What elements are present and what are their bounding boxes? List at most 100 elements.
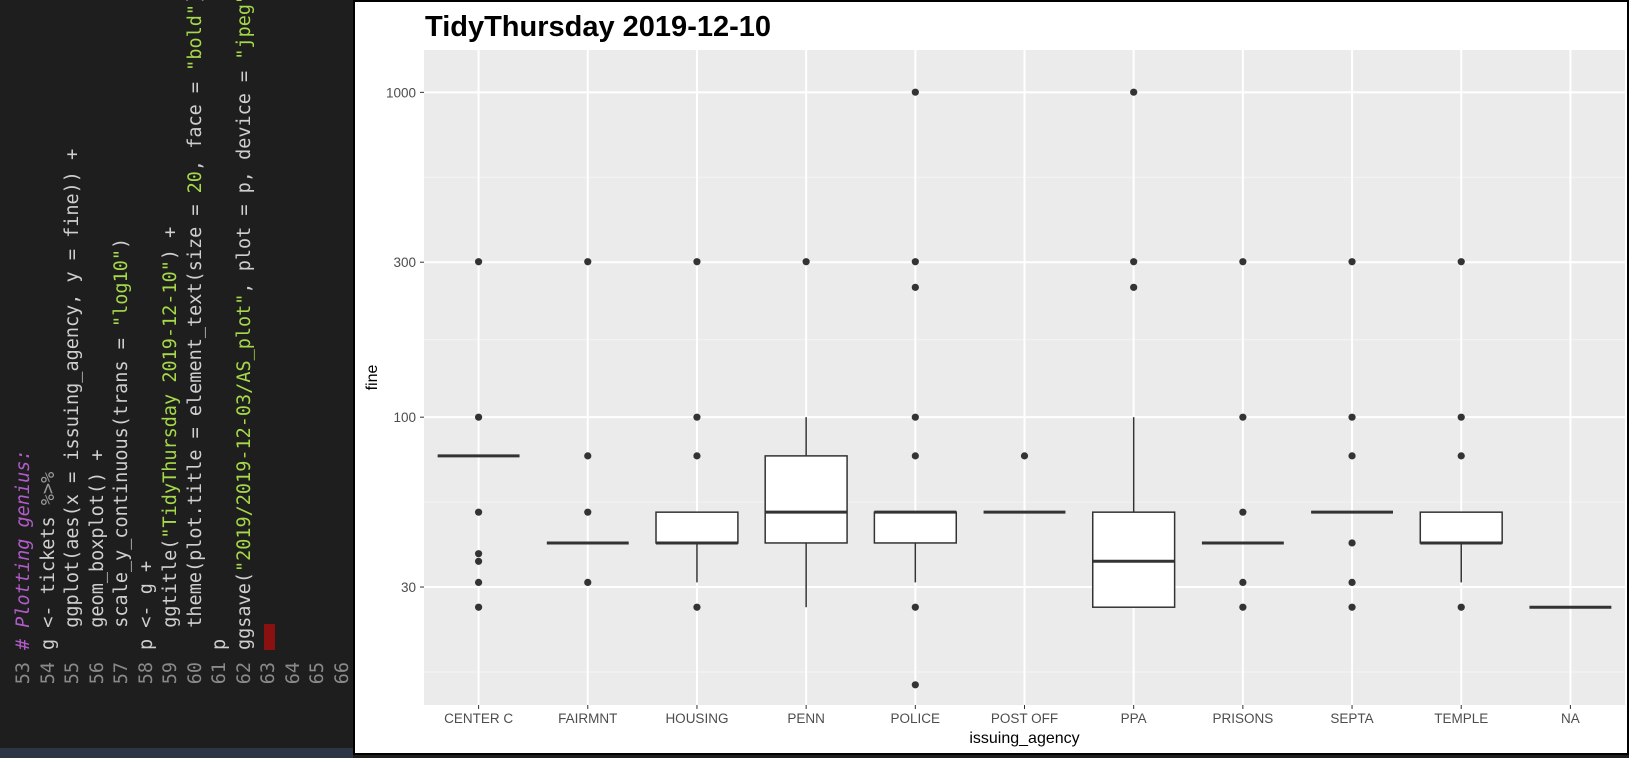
box-police — [873, 88, 958, 689]
code-token: , face = — [184, 70, 206, 172]
x-axis-label: issuing_agency — [969, 730, 1079, 747]
code-line[interactable]: 58 p <- g + — [135, 0, 159, 684]
code-token: ggtitle( — [160, 538, 181, 650]
code-lines: 53 # Plotting genius: 54 g <- tickets %>% 55… — [0, 0, 353, 708]
code-line[interactable]: 56 geom_boxplot() + — [86, 0, 110, 685]
line-number: 56 — [86, 662, 108, 685]
line-number: 63 — [258, 662, 279, 685]
code-token: p — [209, 638, 230, 650]
code-line[interactable]: 61 p — [208, 0, 232, 684]
outlier-point — [474, 258, 483, 266]
line-number: 57 — [111, 662, 132, 685]
x-tick-label: POST OFF — [991, 711, 1058, 726]
code-token: theme(plot.title = element_text(size = — [184, 193, 206, 650]
y-tick-label: 1000 — [386, 85, 416, 100]
x-tick-label: POLICE — [891, 711, 941, 726]
code-line[interactable]: 60 theme(plot.title = element_text(size … — [184, 0, 208, 684]
outlier-point — [911, 258, 919, 266]
code-line[interactable]: 64 — [282, 0, 306, 684]
code-line[interactable]: 62 ggsave("2019/2019-12-03/AS_plot", plot… — [233, 0, 257, 684]
outlier-point — [1348, 452, 1356, 460]
code-line[interactable]: 66 — [331, 0, 354, 684]
editor-status-strip — [0, 748, 353, 758]
outlier-point — [802, 258, 810, 266]
box-center-c — [437, 258, 520, 611]
code-token: )) — [185, 0, 206, 4]
outlier-point — [474, 557, 483, 565]
outlier-point — [1457, 603, 1465, 611]
outlier-point — [1457, 413, 1465, 421]
outlier-point — [693, 603, 701, 611]
outlier-point — [474, 578, 483, 587]
code-token: "2019/2019-12-03/AS_plot" — [233, 293, 255, 573]
outlier-point — [693, 452, 701, 460]
code-token: "bold" — [184, 3, 206, 71]
y-axis-label: fine — [364, 365, 381, 391]
outlier-point — [693, 413, 701, 421]
box-ppa — [1091, 88, 1176, 608]
code-line[interactable]: 59 ggtitle("TidyThursday 2019-12-10") + — [159, 0, 183, 685]
code-token: 20 — [184, 171, 206, 194]
outlier-point — [911, 413, 919, 421]
outlier-point — [584, 452, 592, 460]
box-fairmnt — [546, 258, 629, 587]
line-number: 59 — [160, 662, 181, 685]
box-penn — [764, 258, 848, 608]
x-tick-label: TEMPLE — [1434, 711, 1488, 726]
line-number: 64 — [282, 662, 304, 685]
code-line[interactable]: 54 g <- tickets %>% — [37, 0, 61, 685]
outlier-point — [584, 508, 592, 516]
line-number: 60 — [184, 662, 206, 685]
line-number: 54 — [37, 662, 59, 685]
code-token: ggsave( — [233, 572, 255, 650]
line-number: 58 — [135, 662, 157, 685]
code-line[interactable]: 65 — [306, 0, 330, 684]
code-token: scale_y_continuous(trans = — [111, 326, 132, 650]
y-tick-label: 100 — [393, 410, 416, 425]
outlier-point — [1348, 578, 1356, 587]
outlier-point — [1130, 283, 1138, 291]
x-tick-label: PRISONS — [1212, 711, 1273, 726]
code-token: "log10" — [111, 249, 132, 327]
box-iqr — [655, 511, 739, 544]
box-iqr — [1091, 511, 1176, 608]
outlier-point — [1348, 603, 1356, 611]
code-token: ggplot(aes(x = issuing_agency, y = fine)… — [62, 148, 83, 650]
box-post-off — [983, 452, 1066, 514]
outlier-point — [911, 88, 919, 96]
outlier-point — [911, 452, 919, 460]
outlier-point — [584, 578, 592, 587]
code-line[interactable]: 57 scale_y_continuous(trans = "log10") — [110, 0, 134, 684]
x-tick-label: NA — [1561, 711, 1580, 726]
code-token: ) + — [160, 226, 181, 261]
box-iqr — [764, 455, 848, 544]
x-tick-label: PENN — [787, 711, 825, 726]
x-tick-label: PPA — [1121, 711, 1147, 726]
y-tick-label: 30 — [401, 580, 416, 595]
outlier-point — [1239, 413, 1247, 421]
x-tick-label: HOUSING — [665, 711, 728, 726]
line-number: 66 — [331, 662, 353, 685]
outlier-point — [911, 681, 919, 689]
line-number: 55 — [62, 662, 83, 685]
outlier-point — [474, 413, 483, 421]
outlier-point — [1348, 413, 1356, 421]
outlier-point — [1239, 578, 1247, 587]
line-number: 62 — [233, 662, 255, 685]
chart-title: TidyThursday 2019-12-10 — [425, 11, 771, 43]
code-line[interactable]: 63 — [257, 0, 281, 684]
box-housing — [655, 258, 739, 611]
code-line[interactable]: 53 # Plotting genius: — [12, 0, 36, 685]
outlier-point — [1348, 258, 1356, 266]
box-iqr — [873, 511, 958, 544]
outlier-point — [1130, 258, 1138, 266]
code-token: ) — [111, 237, 132, 250]
outlier-point — [1130, 88, 1138, 96]
box-prisons — [1201, 258, 1284, 611]
code-editor[interactable]: 53 # Plotting genius: 54 g <- tickets %>% 55… — [0, 0, 353, 758]
code-line[interactable]: 55 ggplot(aes(x = issuing_agency, y = fi… — [61, 0, 85, 685]
line-number: 65 — [307, 662, 328, 685]
x-axis-ticks: CENTER C FAIRMNT HOUSING PENN POLICE POST OFF… — [444, 705, 1580, 726]
outlier-point — [474, 508, 483, 516]
code-token: p <- g + — [135, 560, 157, 650]
